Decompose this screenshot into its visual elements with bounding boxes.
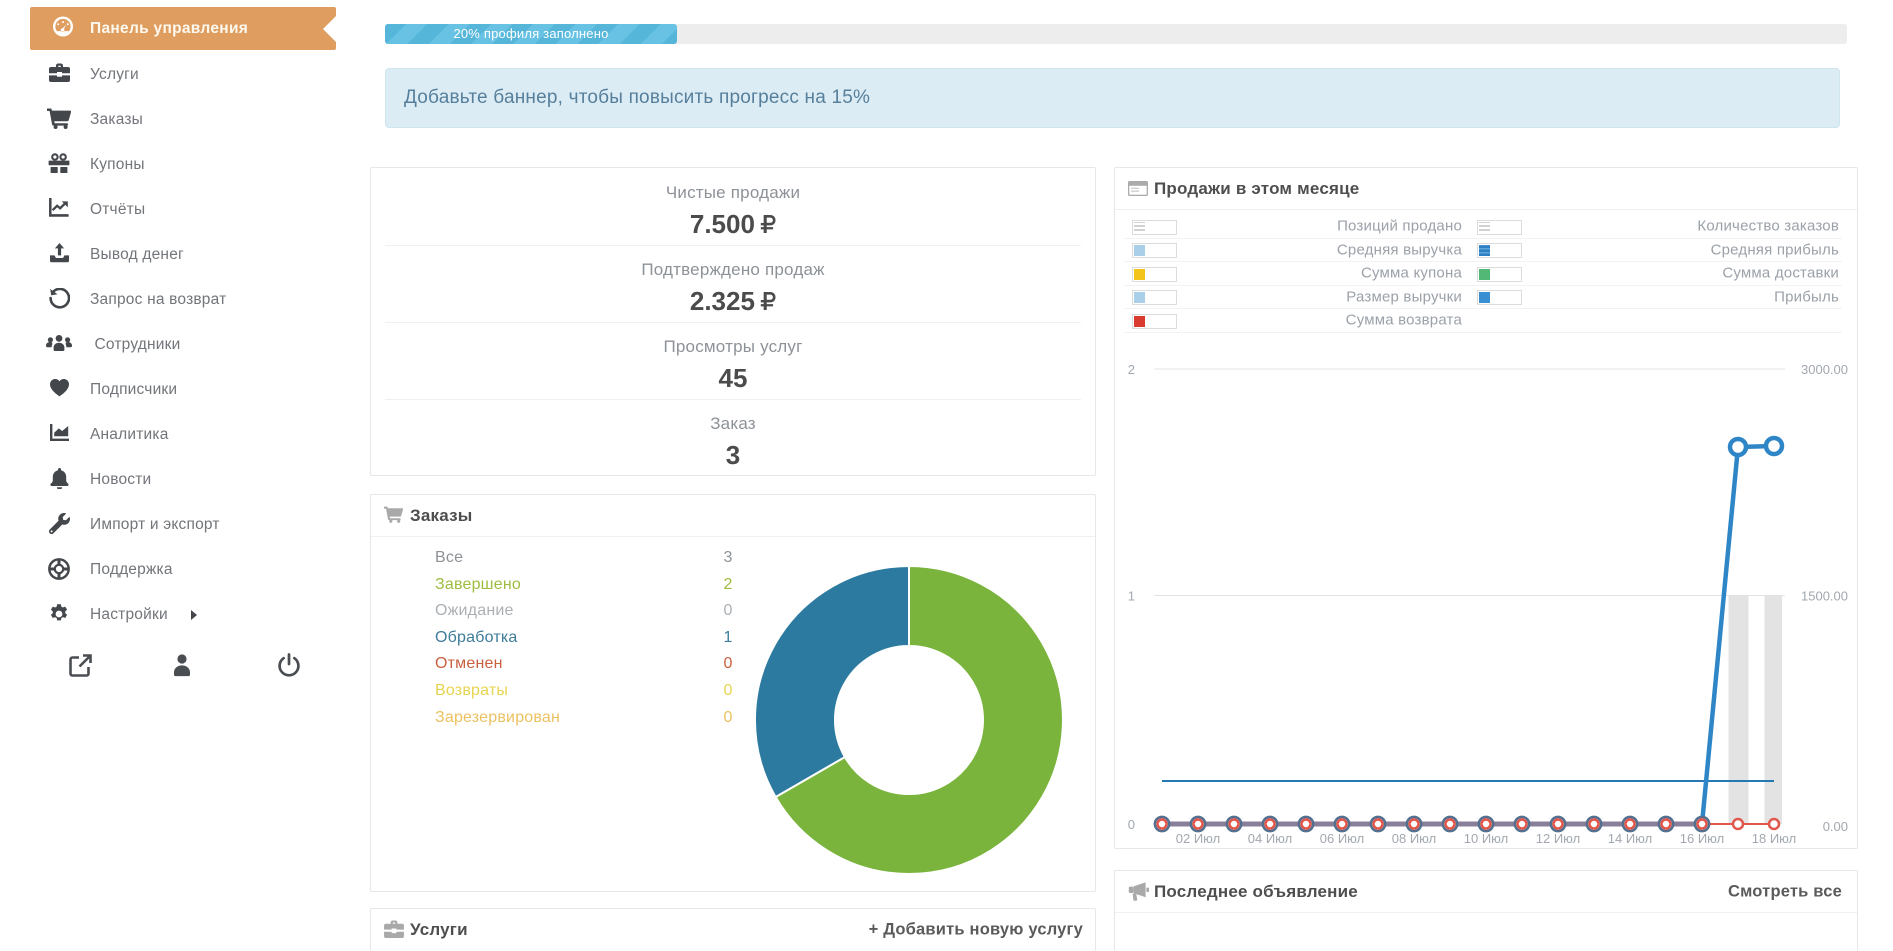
- svg-text:06 Июл: 06 Июл: [1320, 831, 1364, 846]
- svg-text:12 Июл: 12 Июл: [1536, 831, 1580, 846]
- svg-text:04 Июл: 04 Июл: [1248, 831, 1292, 846]
- svg-text:08 Июл: 08 Июл: [1392, 831, 1436, 846]
- svg-text:10 Июл: 10 Июл: [1464, 831, 1508, 846]
- svg-text:14 Июл: 14 Июл: [1608, 831, 1652, 846]
- svg-text:16 Июл: 16 Июл: [1680, 831, 1724, 846]
- svg-text:2: 2: [1128, 362, 1135, 377]
- svg-text:0: 0: [1128, 817, 1135, 832]
- svg-text:3000.00: 3000.00: [1801, 362, 1848, 377]
- svg-text:1500.00: 1500.00: [1801, 589, 1848, 604]
- svg-text:02 Июл: 02 Июл: [1176, 831, 1220, 846]
- svg-text:1: 1: [1128, 589, 1135, 604]
- svg-text:0.00: 0.00: [1823, 819, 1848, 834]
- svg-text:18 Июл: 18 Июл: [1752, 831, 1796, 846]
